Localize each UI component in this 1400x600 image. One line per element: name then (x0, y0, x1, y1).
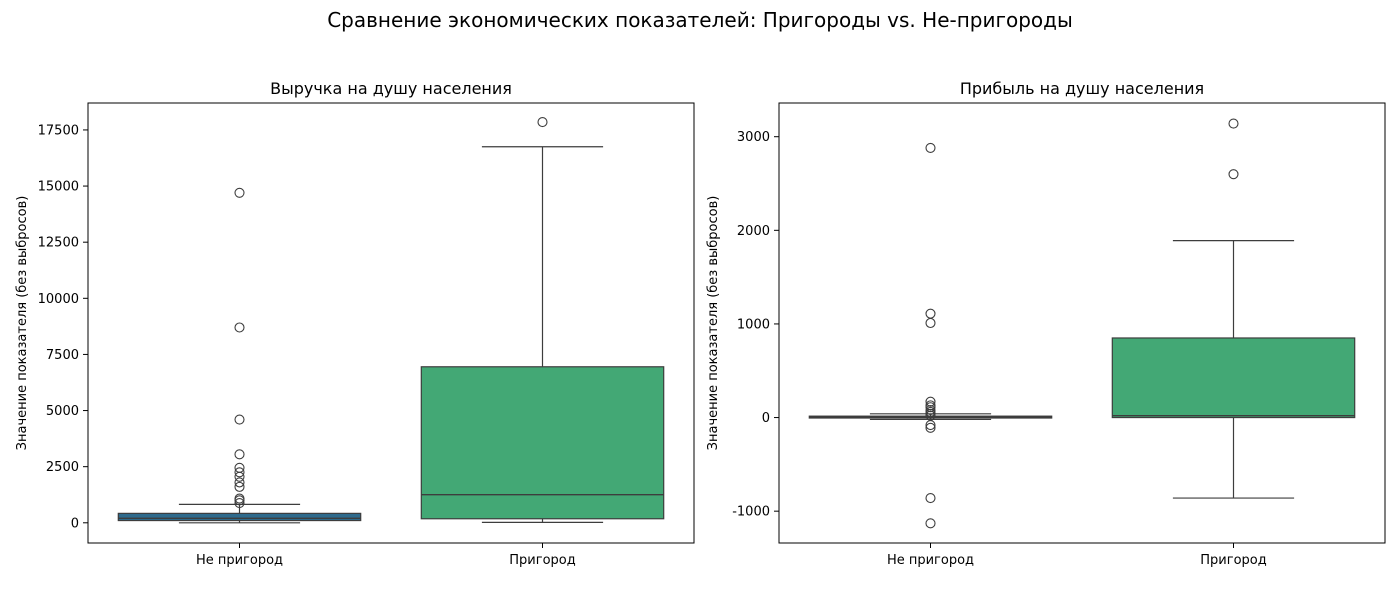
revenue-outlier-point (234, 481, 245, 492)
revenue-y-tick-label: 2500 (46, 460, 79, 475)
profit-outlier-point (925, 317, 936, 329)
profit-box (1111, 337, 1356, 419)
revenue-y-tick-label: 7500 (46, 348, 79, 363)
revenue-outlier-point (234, 462, 245, 473)
profit-outlier-point (1228, 118, 1239, 129)
revenue-y-tick-label: 5000 (46, 404, 79, 419)
revenue-outlier-point (234, 322, 245, 333)
profit-outlier-point (925, 400, 936, 411)
revenue-y-tick-label: 17500 (38, 123, 79, 138)
revenue-y-tick-label: 15000 (38, 180, 79, 195)
revenue-outlier-point (537, 117, 548, 128)
revenue-per-capita-chart: Выручка на душу населения Значение показа… (15, 79, 695, 568)
profit-y-tick-label: 1000 (737, 317, 770, 332)
profit-x-tick-label: Пригород (1200, 553, 1266, 568)
profit-outlier-point (925, 518, 936, 529)
profit-outlier-point (925, 396, 936, 407)
revenue-outlier-point (234, 414, 245, 425)
profit-outlier-point (925, 422, 936, 433)
profit-outlier-point (925, 493, 936, 504)
profit-outlier-point (925, 405, 936, 416)
profit-y-tick-label: -1000 (732, 505, 770, 520)
revenue-box (117, 512, 362, 522)
figure-title: Сравнение экономических показателей: При… (327, 8, 1073, 32)
revenue-box (420, 366, 665, 520)
profit-outlier-point (925, 308, 936, 319)
revenue-x-tick-label: Пригород (509, 553, 575, 568)
revenue-outlier-point (234, 187, 245, 198)
profit-outlier-point (925, 142, 936, 153)
profit-chart-title: Прибыль на душу населения (960, 79, 1204, 98)
revenue-outlier-point (234, 493, 245, 504)
profit-per-capita-chart: Прибыль на душу населения Значение показа… (706, 79, 1386, 568)
revenue-chart-title: Выручка на душу населения (270, 79, 512, 98)
profit-y-tick-label: 0 (762, 411, 770, 426)
revenue-y-tick-label: 10000 (38, 292, 79, 307)
profit-x-tick-label: Не пригород (887, 553, 974, 568)
revenue-x-tick-label: Не пригород (196, 553, 283, 568)
profit-y-tick-label: 3000 (737, 130, 770, 145)
revenue-outlier-point (234, 477, 245, 488)
revenue-y-tick-label: 12500 (38, 236, 79, 251)
revenue-axes-frame (87, 102, 695, 544)
profit-outlier-point (1228, 169, 1239, 180)
revenue-y-tick-label: 0 (71, 516, 79, 531)
revenue-outlier-point (234, 467, 245, 478)
revenue-outlier-point (234, 449, 245, 460)
revenue-outlier-point (234, 497, 245, 509)
profit-axes-frame (778, 102, 1386, 544)
profit-y-tick-label: 2000 (737, 224, 770, 239)
profit-y-axis-label: Значение показателя (без выбросов) (706, 196, 721, 451)
revenue-y-axis-label: Значение показателя (без выбросов) (15, 196, 30, 451)
